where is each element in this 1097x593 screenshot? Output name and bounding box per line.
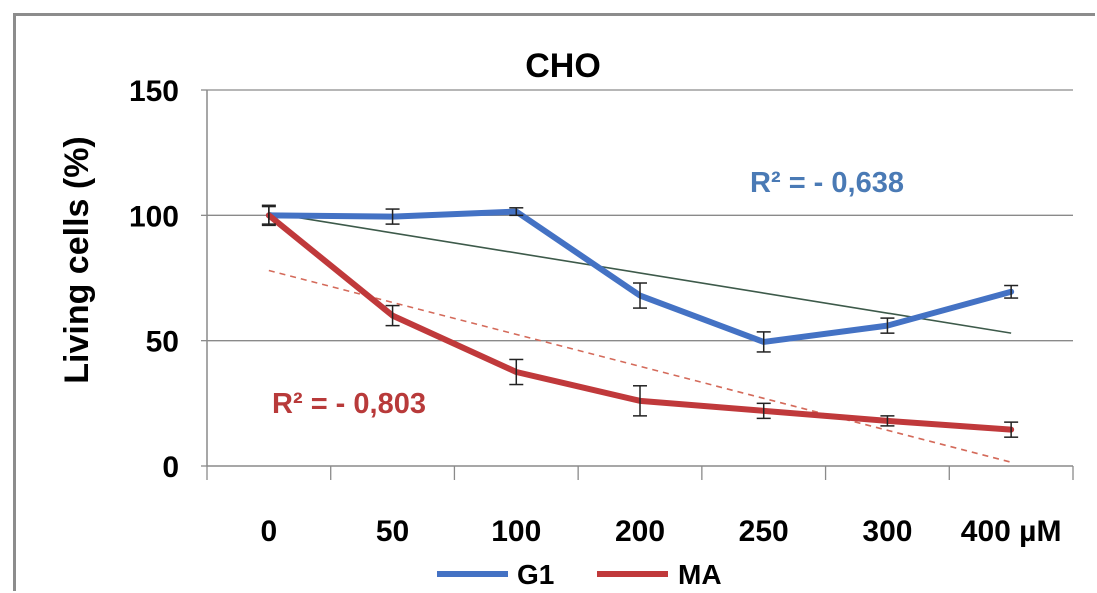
tick-labels: 0 50 100 150 0 50 100 200 250 300 400 µM <box>129 75 1062 548</box>
r2-label-g1: R² = - 0,638 <box>750 167 904 199</box>
x-tick-label: 200 <box>615 515 665 548</box>
error-bar-ma <box>633 385 647 417</box>
axes <box>201 89 1074 480</box>
error-bars <box>261 204 1019 438</box>
r2-label-ma: R² = - 0,803 <box>272 388 426 420</box>
chart-title: CHO <box>525 47 601 85</box>
error-bar-ma <box>880 415 895 427</box>
error-bar-ma <box>509 358 524 386</box>
error-bar-g1 <box>1004 284 1019 299</box>
trendline-g1 <box>268 212 1012 334</box>
x-tick-label: 250 <box>739 515 789 548</box>
legend: G1 MA <box>437 559 722 590</box>
y-tick-label: 0 <box>162 451 179 484</box>
error-bar-ma <box>261 204 276 227</box>
error-bar-g1 <box>385 208 400 225</box>
x-tick-label: 50 <box>376 515 409 548</box>
y-axis-label: Living cells (%) <box>58 136 96 384</box>
y-tick-label: 100 <box>129 200 179 233</box>
legend-label-ma: MA <box>678 559 722 590</box>
error-bar-g1 <box>633 282 647 309</box>
chart-frame <box>13 13 1095 591</box>
x-tick-label: 0 <box>261 515 278 548</box>
error-bar-ma <box>756 402 771 420</box>
error-bar-ma <box>385 304 400 327</box>
y-tick-label: 150 <box>129 75 179 108</box>
error-bar-g1 <box>509 207 524 217</box>
error-bar-g1 <box>880 317 895 334</box>
error-bar-g1 <box>756 331 771 353</box>
legend-label-g1: G1 <box>517 559 554 590</box>
x-tick-label: 300 <box>862 515 912 548</box>
trendlines <box>268 212 1012 464</box>
trendline-ma <box>268 269 1012 464</box>
x-tick-label: 100 <box>491 515 541 548</box>
y-tick-label: 50 <box>146 326 179 359</box>
x-tick-label: 400 µM <box>961 515 1062 548</box>
error-bar-ma <box>1004 421 1019 438</box>
